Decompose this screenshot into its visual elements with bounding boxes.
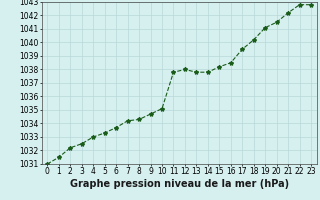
X-axis label: Graphe pression niveau de la mer (hPa): Graphe pression niveau de la mer (hPa) [70,179,289,189]
